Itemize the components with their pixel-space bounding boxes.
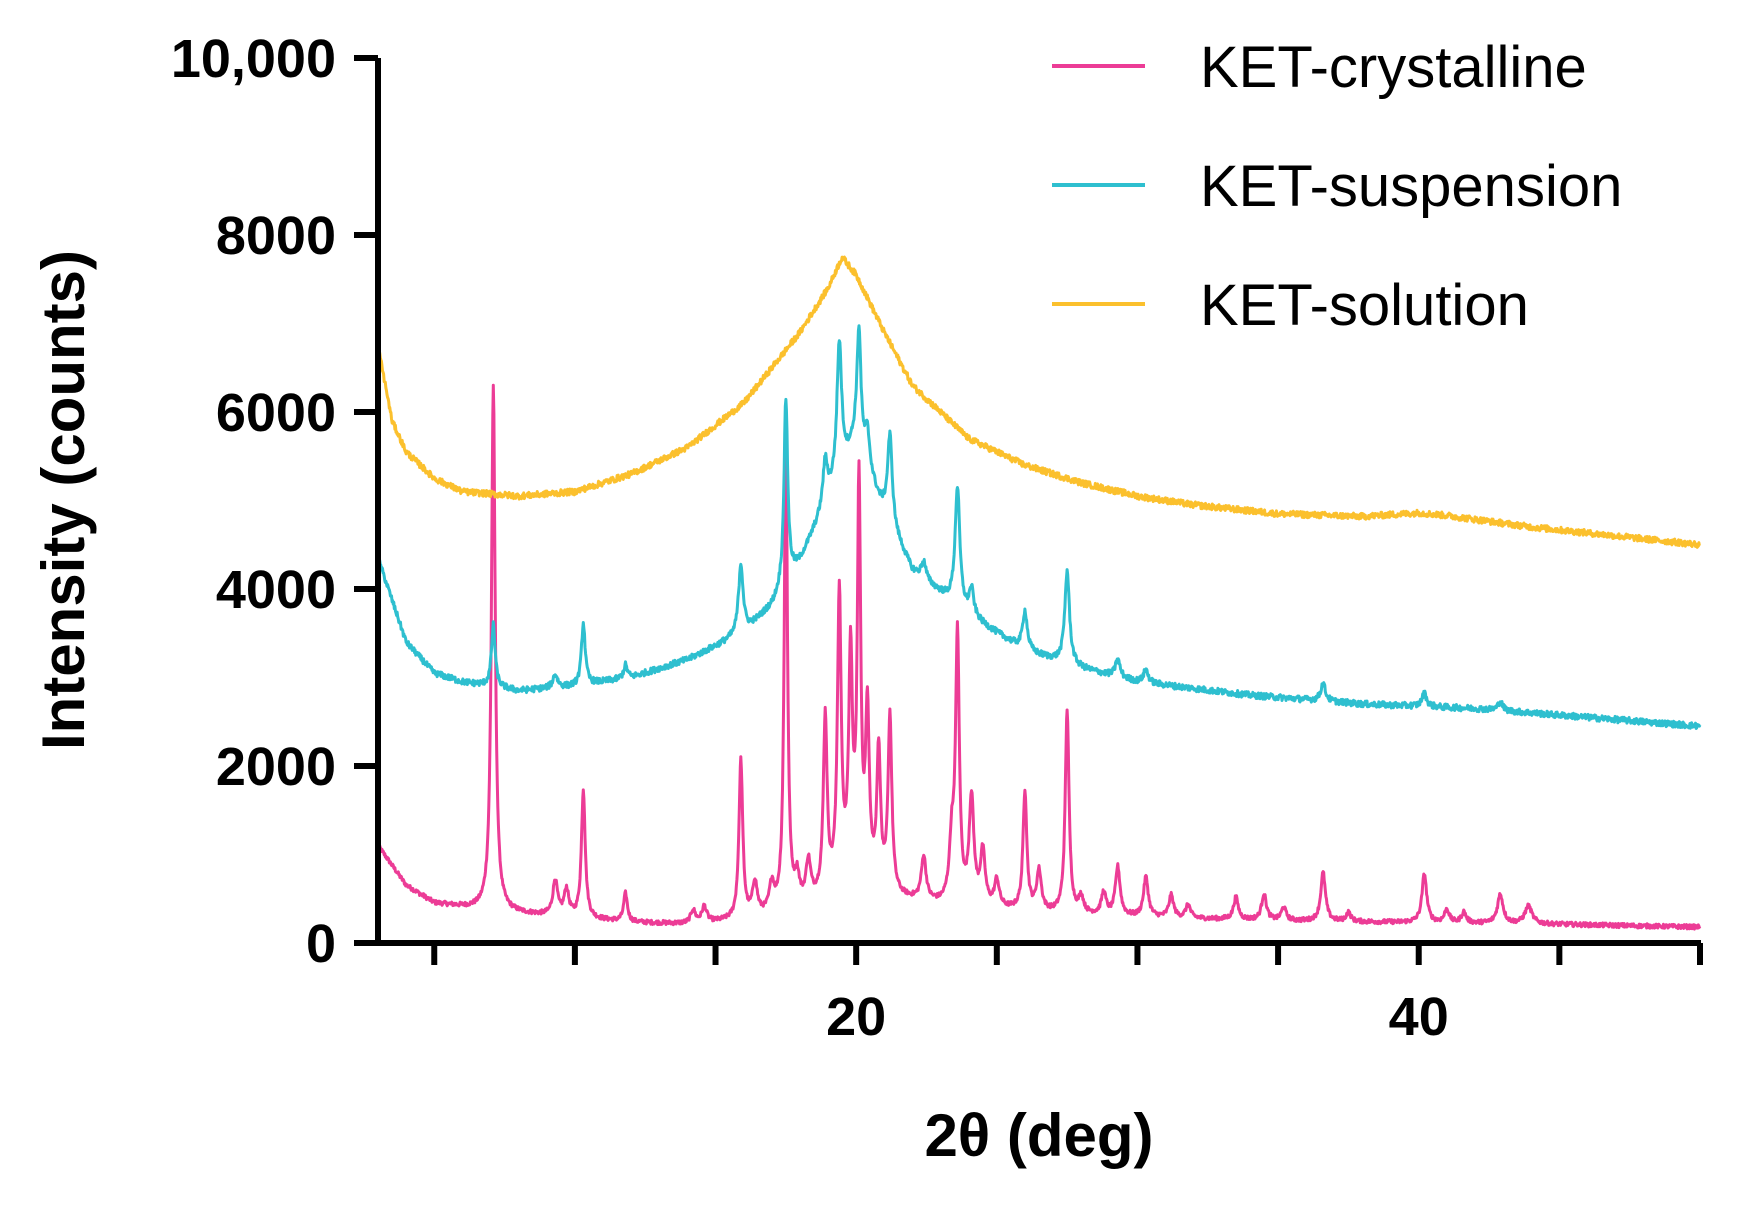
y-tick-label: 8000 <box>216 206 336 266</box>
axes <box>375 58 1701 946</box>
x-ticks: 20 40 <box>431 943 1703 1047</box>
series-line-ket-suspension <box>377 324 1702 730</box>
series-lines <box>376 255 1702 931</box>
y-tick-label: 6000 <box>216 383 336 443</box>
x-axis-title: 2θ (deg) <box>924 1102 1153 1169</box>
x-tick-label: 40 <box>1389 987 1449 1047</box>
legend: KET-crystalline KET-suspension KET-solutio… <box>1052 35 1622 338</box>
series-line-ket-crystalline <box>376 383 1702 931</box>
y-tick-label: 10,000 <box>171 29 336 89</box>
legend-label: KET-suspension <box>1200 154 1622 219</box>
legend-label: KET-solution <box>1200 273 1529 338</box>
series-line-ket-solution <box>376 255 1701 549</box>
x-tick-label: 20 <box>826 987 886 1047</box>
y-tick-label: 2000 <box>216 737 336 797</box>
y-ticks: 0 2000 4000 6000 8000 10,000 <box>171 29 378 974</box>
y-tick-label: 4000 <box>216 560 336 620</box>
legend-label: KET-crystalline <box>1200 35 1587 100</box>
y-tick-label: 0 <box>306 914 336 974</box>
y-axis-title: Intensity (counts) <box>30 250 97 750</box>
